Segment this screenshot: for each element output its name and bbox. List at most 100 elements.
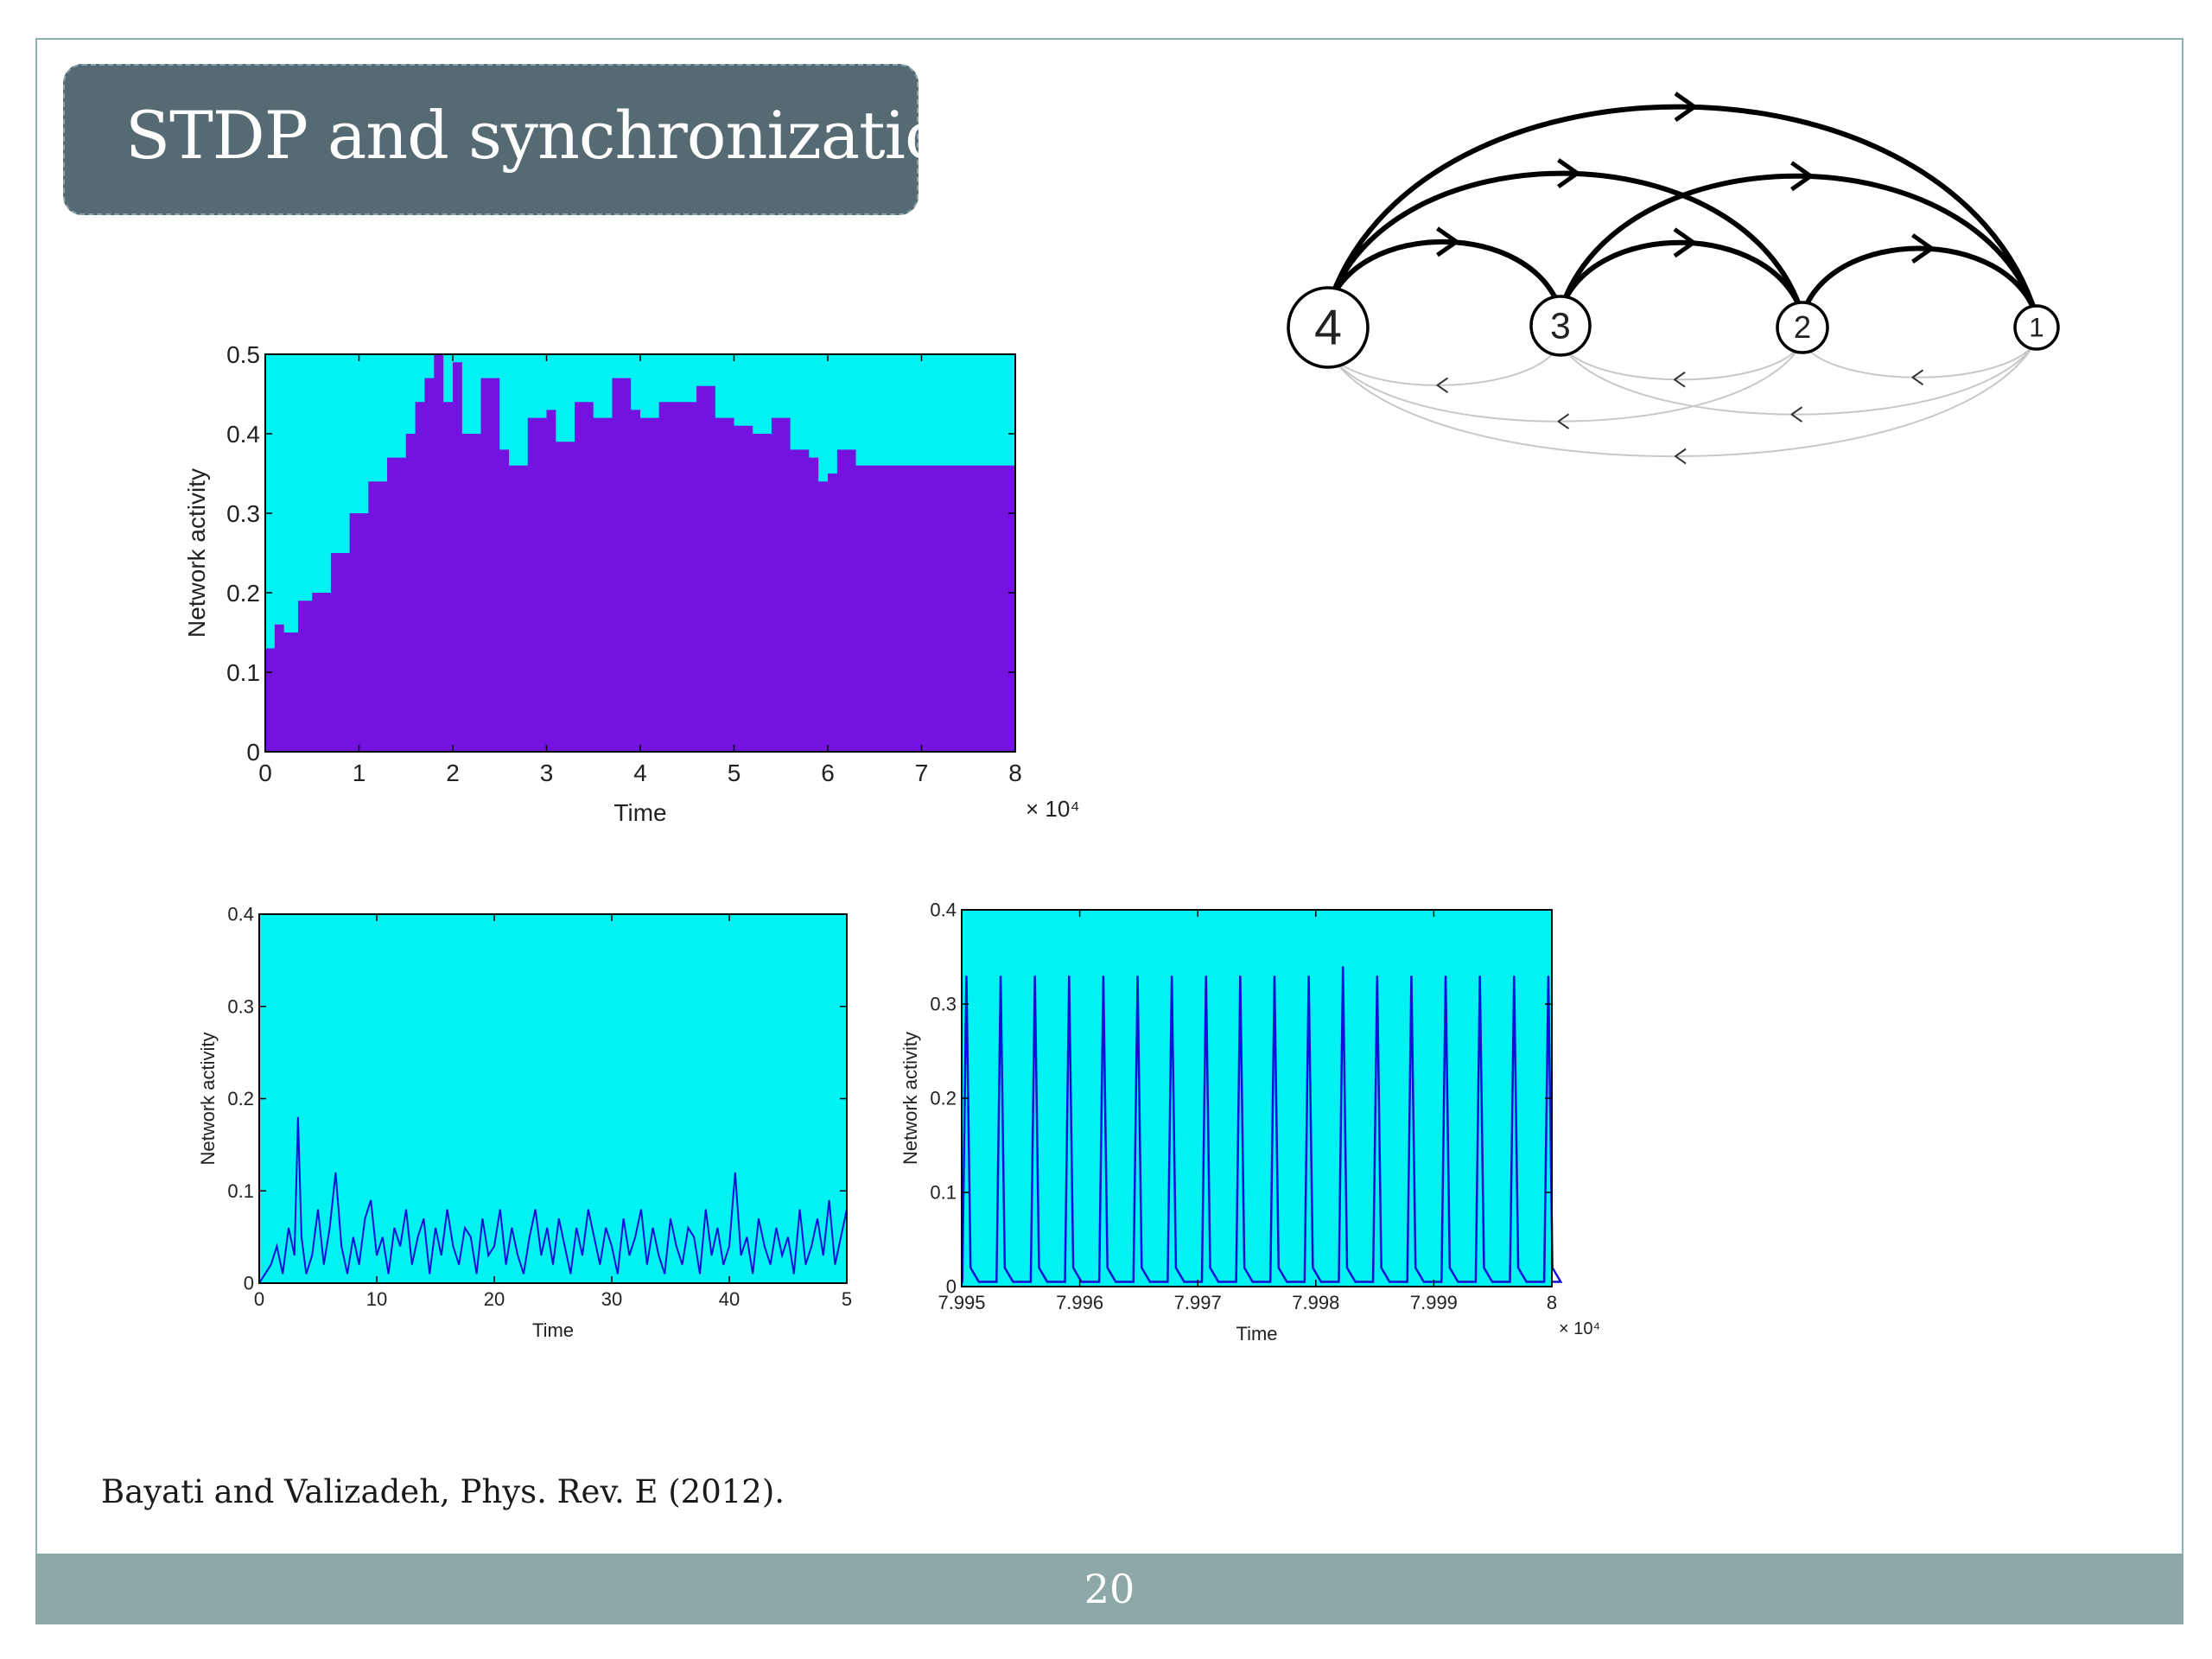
arrow-head [1436, 377, 1449, 394]
node-4-label: 4 [1314, 300, 1342, 355]
x-tick-label: 40 [719, 1288, 740, 1310]
x-tick-label: 3 [540, 760, 554, 786]
y-tick-label: 0.2 [930, 1088, 957, 1109]
x-tick-label: 10 [366, 1288, 387, 1310]
weak-edge [1560, 341, 1803, 381]
node-4-circle [1287, 286, 1370, 369]
y-tick-label: 0.2 [226, 580, 260, 607]
x-tick-label: 7 [915, 760, 929, 786]
footer-bar: 20 [35, 1554, 2183, 1624]
strong-edge [1325, 104, 2039, 318]
strong-edge [1558, 173, 2039, 318]
y-tick-label: 0.3 [930, 994, 957, 1015]
y-tick-label: 0.5 [226, 341, 260, 368]
x-tick-label: 5 [728, 760, 741, 786]
title-box: STDP and synchronization [63, 64, 986, 215]
arrow-head [1557, 158, 1580, 189]
y-tick-labels: 0 0.1 0.2 0.3 0.4 [227, 904, 254, 1294]
arrow-head [1674, 92, 1697, 123]
slide-frame [35, 38, 2183, 1624]
x-tick-label: 7.995 [938, 1292, 985, 1313]
tick-marks [258, 913, 848, 1284]
y-tick-label: 0.4 [930, 899, 957, 921]
slide-title: STDP and synchronization [125, 97, 986, 174]
arrow-head [1911, 369, 1924, 385]
y-tick-label: 0 [246, 739, 260, 766]
y-axis-label: Network activity [899, 1032, 921, 1165]
x-tick-label: 1 [353, 760, 366, 786]
y-tick-labels: 0 0.1 0.2 0.3 0.4 0.5 [226, 341, 260, 766]
node-2-label: 2 [1794, 309, 1811, 345]
x-tick-label: 2 [446, 760, 460, 786]
plot-area [962, 910, 1552, 1287]
y-tick-labels: 0 0.1 0.2 0.3 0.4 [930, 899, 957, 1298]
y-tick-label: 0.2 [227, 1088, 254, 1109]
activity-line [258, 1116, 848, 1284]
x-tick-label: 7.998 [1292, 1292, 1339, 1313]
x-tick-labels: 7.995 7.996 7.997 7.998 7.999 8 [938, 1292, 1557, 1313]
arrow-head [1673, 227, 1696, 258]
x-tick-label: 8 [1547, 1292, 1557, 1313]
arrow-head [1911, 233, 1934, 264]
arrow-head [1557, 413, 1570, 429]
y-axis-label: Network activity [197, 1032, 219, 1165]
plot-area [259, 914, 847, 1283]
x-multiplier: × 10⁴ [1559, 1319, 1600, 1338]
y-tick-label: 0 [946, 1276, 957, 1298]
arrow-head [1436, 226, 1459, 257]
arrow-head [1790, 406, 1803, 423]
y-tick-label: 0.1 [930, 1182, 957, 1204]
node-1-label: 1 [2029, 313, 2044, 343]
x-tick-label: 6 [821, 760, 835, 786]
weak-edge [1327, 342, 1561, 386]
y-tick-label: 0.1 [227, 1180, 254, 1202]
y-axis-label: Network activity [183, 468, 210, 638]
x-tick-label: 20 [484, 1288, 505, 1310]
weak-connections [1327, 340, 2037, 465]
node-3-label: 3 [1550, 306, 1571, 346]
y-tick-label: 0.3 [227, 995, 254, 1017]
x-axis-label: Time [532, 1319, 574, 1341]
node-2-circle [1776, 301, 1829, 354]
node-1-circle [2013, 304, 2060, 351]
strong-edge [1800, 245, 2039, 318]
x-tick-labels: 0 10 20 30 40 5 [254, 1288, 852, 1310]
y-tick-label: 0.3 [226, 500, 260, 527]
arrow-head [1790, 161, 1813, 192]
x-tick-label: 30 [601, 1288, 622, 1310]
weak-edge [1802, 340, 2037, 378]
citation: Bayati and Valizadeh, Phys. Rev. E (2012… [101, 1473, 785, 1510]
x-tick-labels: 0 1 2 3 4 5 6 7 8 [258, 760, 1022, 786]
strong-edge [1325, 170, 1805, 316]
x-tick-label: 4 [633, 760, 647, 786]
y-tick-label: 0.4 [227, 904, 254, 925]
strong-edge [1325, 238, 1563, 312]
x-tick-label: 5 [842, 1288, 852, 1310]
strong-edge [1558, 239, 1805, 316]
activity-line [961, 966, 1563, 1283]
weak-edge [1327, 341, 1803, 423]
weak-edge [1560, 340, 2037, 416]
x-tick-label: 0 [258, 760, 272, 786]
tick-marks [264, 353, 1016, 753]
node-3-circle [1529, 295, 1592, 357]
x-tick-label: 7.996 [1056, 1292, 1103, 1313]
x-tick-label: 8 [1008, 760, 1022, 786]
x-tick-label: 7.997 [1174, 1292, 1222, 1313]
y-tick-label: 0.4 [226, 421, 260, 448]
y-tick-label: 0 [244, 1273, 254, 1294]
tick-marks [961, 909, 1553, 1287]
x-tick-label: 7.999 [1410, 1292, 1458, 1313]
y-tick-label: 0.1 [226, 659, 260, 686]
x-tick-label: 0 [254, 1288, 264, 1310]
x-axis-label: Time [613, 799, 666, 826]
x-axis-label: Time [1236, 1323, 1277, 1344]
network-nodes: 4 3 2 1 [1287, 286, 2060, 369]
arrow-head [1675, 448, 1687, 465]
strong-connections [1325, 92, 2039, 318]
activity-area [265, 354, 1015, 752]
